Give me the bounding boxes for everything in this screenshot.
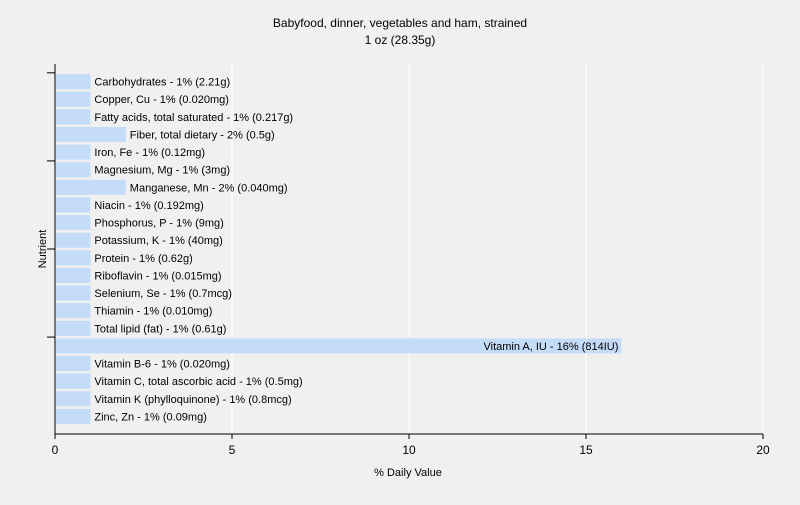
x-tick-label: 20 (756, 443, 770, 457)
chart-subtitle: 1 oz (28.35g) (365, 33, 436, 47)
bar-label: Vitamin A, IU - 16% (814IU) (483, 341, 618, 353)
bar-label: Niacin - 1% (0.192mg) (94, 200, 203, 212)
axes: 0 5 10 15 20 (47, 64, 770, 457)
bar-label: Vitamin B-6 - 1% (0.020mg) (94, 359, 230, 371)
bar-label: Thiamin - 1% (0.010mg) (94, 306, 212, 318)
bar (56, 267, 91, 283)
bar-label: Phosphorus, P - 1% (9mg) (94, 218, 223, 230)
bar (56, 197, 91, 213)
chart-title: Babyfood, dinner, vegetables and ham, st… (273, 16, 527, 30)
bar-label: Magnesium, Mg - 1% (3mg) (94, 165, 230, 177)
bar (56, 126, 126, 142)
bar (56, 215, 91, 231)
bar-label: Manganese, Mn - 2% (0.040mg) (130, 182, 288, 194)
bar (56, 373, 91, 389)
bar-label: Total lipid (fat) - 1% (0.61g) (94, 323, 226, 335)
x-tick-label: 5 (229, 443, 236, 457)
bar (56, 391, 91, 407)
y-axis-title: Nutrient (37, 230, 49, 269)
x-axis-title: % Daily Value (374, 467, 442, 479)
bar-label: Selenium, Se - 1% (0.7mcg) (94, 288, 232, 300)
bar (56, 356, 91, 372)
bar (56, 320, 91, 336)
bar-label: Zinc, Zn - 1% (0.09mg) (94, 411, 206, 423)
bar (56, 303, 91, 319)
bar (56, 179, 126, 195)
bar-label: Protein - 1% (0.62g) (94, 253, 192, 265)
bars: Carbohydrates - 1% (2.21g) Copper, Cu - 1… (56, 74, 622, 424)
bar (56, 74, 91, 90)
bar (56, 91, 91, 107)
bar-label: Vitamin C, total ascorbic acid - 1% (0.5… (94, 376, 302, 388)
bar (56, 250, 91, 266)
bar-label: Vitamin K (phylloquinone) - 1% (0.8mcg) (94, 394, 291, 406)
bar (56, 338, 622, 354)
bar-label: Iron, Fe - 1% (0.12mg) (94, 147, 205, 159)
grid-lines (231, 64, 764, 434)
bar-label: Potassium, K - 1% (40mg) (94, 235, 222, 247)
bar-label: Carbohydrates - 1% (2.21g) (94, 77, 230, 89)
bar (56, 109, 91, 125)
bar-label: Fatty acids, total saturated - 1% (0.217… (94, 112, 293, 124)
bar (56, 162, 91, 178)
bar (56, 285, 91, 301)
x-tick-label: 10 (402, 443, 416, 457)
bar-label: Fiber, total dietary - 2% (0.5g) (130, 129, 275, 141)
bar-label: Riboflavin - 1% (0.015mg) (94, 270, 221, 282)
bar (56, 144, 91, 160)
x-tick-label: 0 (52, 443, 59, 457)
bar (56, 232, 91, 248)
x-tick-label: 15 (579, 443, 593, 457)
bar-label: Copper, Cu - 1% (0.020mg) (94, 94, 229, 106)
bar (56, 408, 91, 424)
